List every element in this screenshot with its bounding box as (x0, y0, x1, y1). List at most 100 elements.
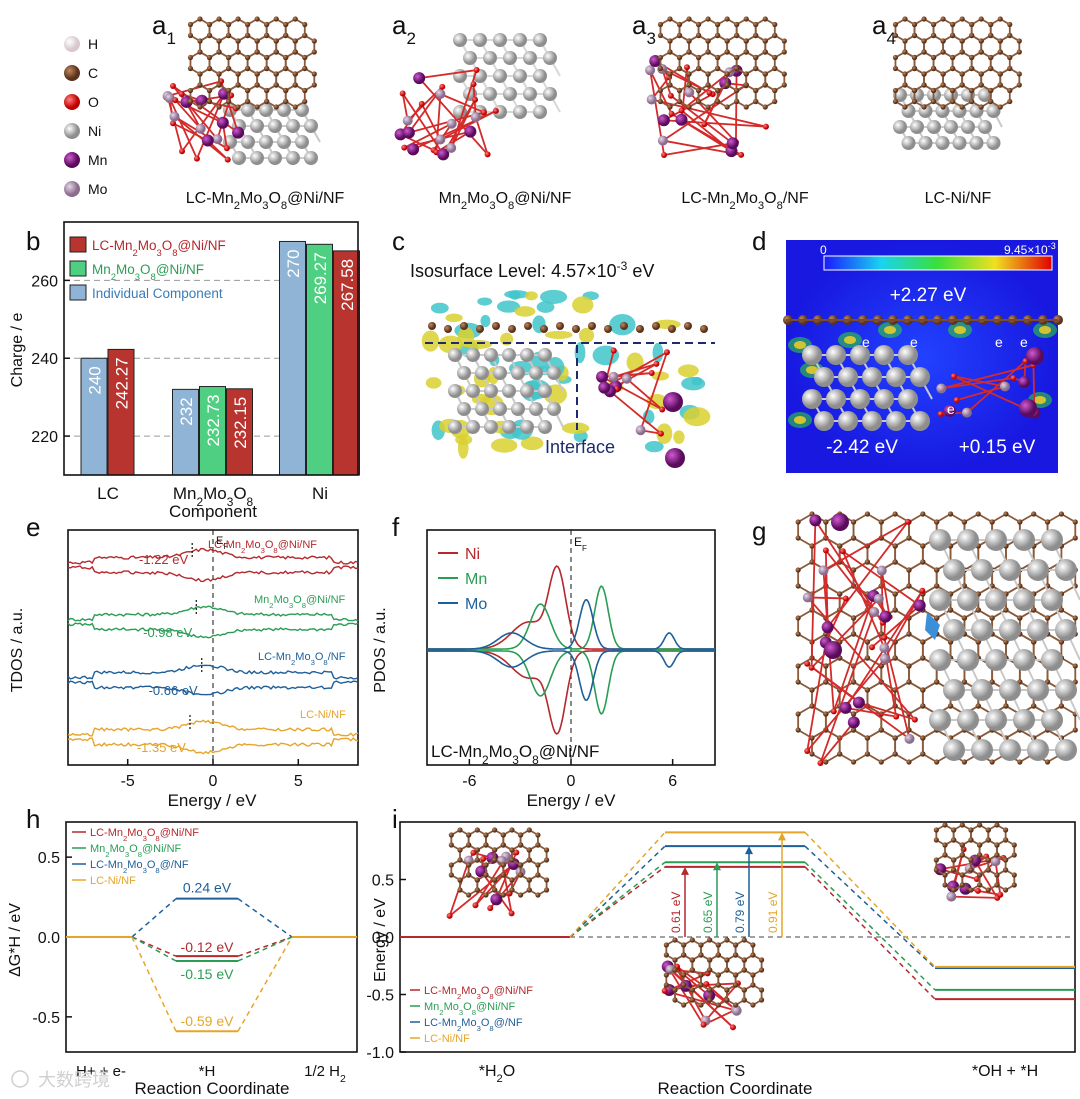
atom-C (933, 857, 939, 863)
legend-atom-c (64, 65, 80, 81)
bond (922, 513, 938, 523)
bond (1047, 633, 1062, 643)
atom-C (476, 325, 484, 333)
atom-Ni (952, 136, 967, 150)
atom-C (187, 65, 194, 72)
atom-Mo (684, 87, 695, 98)
atom-C (968, 837, 974, 843)
atom-Ni (1013, 709, 1035, 731)
formula-part: 3 (477, 992, 481, 1001)
formula-part: Mo (295, 651, 310, 663)
atom-C (264, 21, 270, 28)
atom-C (676, 54, 683, 61)
structure-h2o (446, 827, 550, 919)
atom-C (681, 982, 687, 988)
formula-part: LC-Ni/NF (90, 875, 136, 887)
bond (963, 513, 979, 523)
atom-Mo (435, 89, 446, 100)
atom-Ni (503, 51, 517, 65)
atom-Mn (413, 72, 426, 85)
isosurface-blob (536, 301, 555, 313)
atom-Ni (961, 120, 975, 134)
atom-C (977, 852, 983, 858)
atom-C (772, 54, 778, 61)
atom-C (428, 322, 436, 330)
atom-C (457, 877, 463, 883)
atom-C (850, 711, 857, 717)
atom-C (950, 54, 956, 61)
atom-Ni (1013, 649, 1035, 671)
atom-C (994, 822, 1000, 828)
atom-C (795, 727, 801, 733)
formula-part: @Ni/NF (306, 594, 346, 606)
x-tick-label: TS (725, 1063, 745, 1080)
formula-part: 3 (143, 834, 147, 843)
bond (866, 681, 882, 691)
atom-C (977, 822, 983, 828)
atom-Ni (999, 559, 1021, 581)
x-tick-label: 5 (294, 773, 303, 790)
bond (651, 98, 767, 128)
atom-C (969, 32, 975, 39)
atom-C (864, 639, 871, 645)
atom-C (892, 607, 898, 613)
atom-C (906, 535, 912, 541)
atom-Ni (463, 51, 477, 65)
barrier-arrowhead (681, 866, 689, 875)
panel-f-letter: f (392, 512, 400, 542)
atom-O (893, 713, 900, 720)
atom-C (676, 98, 683, 105)
atom-Ni (304, 151, 318, 165)
x-tick-label: -5 (121, 773, 135, 790)
bond (1060, 537, 1076, 547)
atom-C (1003, 887, 1009, 893)
atom-O (508, 910, 515, 917)
formula-part: 2 (241, 546, 245, 555)
atom-C (864, 735, 871, 741)
pdos-sample-label: LC-Mn2Mo3O8@Ni/NF (431, 742, 599, 767)
formula-part: Mn (439, 190, 461, 207)
atom-C (934, 519, 940, 525)
atom-C (672, 937, 678, 943)
atom-C (892, 98, 899, 105)
bond (845, 706, 897, 718)
legend: LC-Mn2Mo3O8@Ni/NFMn2Mo3O8@Ni/NFIndividua… (69, 236, 226, 301)
atom-C (225, 65, 232, 72)
electron-label: e (910, 334, 918, 350)
atom-Mn (821, 621, 834, 634)
atom-C (950, 65, 956, 72)
isosurface-blob (477, 297, 493, 306)
atom-Ni (304, 119, 318, 133)
formula-part: 3 (125, 850, 129, 859)
legend-label: LC-Ni/NF (424, 1033, 470, 1045)
atom-C (206, 87, 213, 94)
formula-part: 1 (304, 1063, 312, 1080)
bond (172, 122, 209, 142)
isosurface-label: Isosurface Level: 4.57×10-3 eV (410, 259, 654, 281)
bond (866, 753, 882, 763)
atom-C (753, 54, 759, 61)
bond (811, 657, 827, 667)
atom-Mo (879, 653, 890, 664)
atom-Ni (457, 402, 471, 416)
bond (991, 513, 1007, 523)
formula-part: O (233, 484, 246, 503)
atom-C (892, 54, 899, 61)
bond (908, 561, 924, 571)
atom-C (686, 16, 692, 22)
bond (806, 663, 860, 704)
formula-part: /NF (328, 651, 346, 663)
atom-C (235, 71, 241, 77)
atom-O (472, 902, 479, 909)
atom-Mn (407, 143, 420, 156)
atom-C (864, 751, 871, 757)
charge-right-label: +0.15 eV (959, 437, 1036, 458)
bond (853, 609, 868, 619)
atom-C (1003, 607, 1009, 613)
panel-a2-caption: Mn2Mo3O8@Ni/NF (439, 190, 572, 212)
bar (199, 386, 226, 476)
atom-Ni (802, 389, 822, 409)
atom-C (997, 16, 1003, 22)
bond (894, 537, 910, 547)
